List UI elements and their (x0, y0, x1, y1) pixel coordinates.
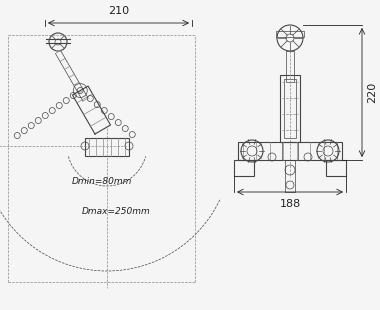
Bar (238, 142, 342, 160)
Bar (286, 51, 294, 82)
Bar (276, 31, 304, 37)
Bar (326, 160, 346, 176)
Text: Dmax=250mm: Dmax=250mm (82, 207, 151, 216)
Text: 210: 210 (108, 6, 129, 16)
Text: Dmin=80mm: Dmin=80mm (72, 178, 132, 187)
Text: 220: 220 (367, 82, 377, 103)
Bar (234, 160, 254, 176)
Bar (284, 79, 296, 138)
Bar (85, 138, 129, 156)
Text: 188: 188 (279, 199, 301, 209)
Bar (280, 75, 300, 142)
Bar (285, 160, 295, 192)
